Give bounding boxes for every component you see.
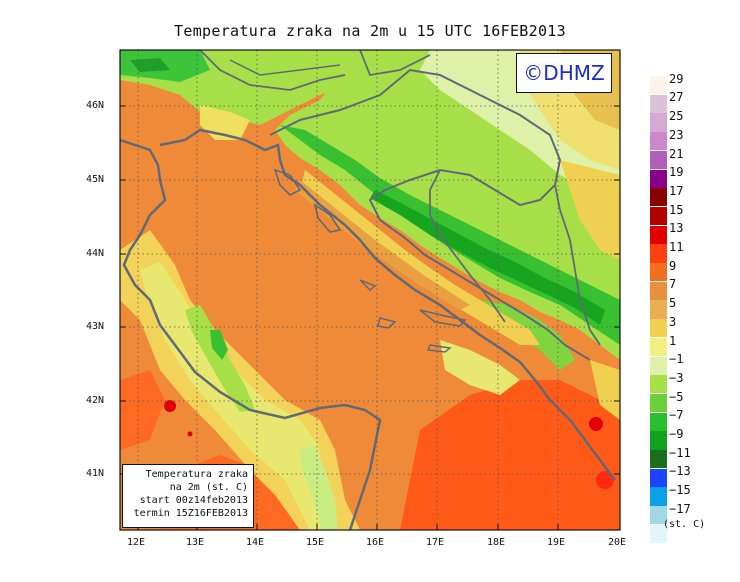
lon-label-16e: 16E (366, 537, 385, 548)
legend-swatch (650, 431, 667, 450)
lon-label-18e: 18E (487, 537, 506, 548)
lat-label-43n: 43N (86, 321, 105, 332)
lon-label-20e: 20E (608, 537, 627, 548)
legend-swatch (650, 300, 667, 319)
legend-swatch (650, 524, 667, 544)
legend-swatch (650, 188, 667, 207)
legend-label: 13 (669, 221, 684, 236)
south-sea-warm (400, 380, 620, 530)
legend-swatch (650, 169, 667, 188)
legend-label: −9 (669, 427, 684, 441)
legend-swatch (650, 150, 667, 170)
legend-swatch (650, 113, 667, 132)
legend-swatch (650, 393, 667, 413)
legend-label: 1 (669, 333, 677, 348)
italy-coastline (120, 138, 382, 530)
legend-label: 29 (669, 71, 684, 86)
croatia-border (269, 68, 591, 361)
legend-swatch (650, 225, 667, 244)
dhmz-logo: ©DHMZ (516, 53, 612, 93)
legend-swatch (650, 506, 667, 525)
lat-label-42n: 42N (86, 395, 105, 406)
legend-label: −7 (669, 408, 684, 423)
lat-label-41n: 41N (86, 468, 105, 479)
legend-swatch (650, 337, 667, 357)
legend-label: −13 (669, 464, 691, 479)
lon-label-14e: 14E (246, 537, 265, 548)
lon-label-12e: 12E (127, 537, 146, 548)
legend-swatch (650, 319, 667, 338)
legend-swatch (650, 468, 667, 487)
legend-label: −1 (669, 352, 684, 367)
lon-label-17e: 17E (426, 537, 445, 548)
info-line-1: Temperatura zraka (145, 469, 248, 480)
legend-swatch (650, 487, 667, 506)
legend-units: (st. C) (663, 519, 706, 530)
lon-label-15e: 15E (306, 537, 325, 548)
lon-label-19e: 19E (547, 537, 566, 548)
legend-label: 21 (669, 146, 684, 161)
legend-swatch (650, 450, 667, 469)
istria-coastline (159, 128, 616, 481)
legend-label: 27 (669, 90, 684, 105)
legend-label: 7 (669, 277, 677, 292)
lat-label-45n: 45N (86, 174, 105, 185)
lon-label-13e: 13E (186, 537, 205, 548)
info-line-4: termin 15Z16FEB2013 (133, 508, 248, 519)
info-line-3: start 00z14feb2013 (139, 495, 248, 506)
legend-swatch (650, 132, 667, 151)
legend-swatch (650, 94, 667, 113)
map-title: Temperatura zraka na 2m u 15 UTC 16FEB20… (174, 22, 566, 40)
legend-label: −11 (669, 445, 691, 460)
legend-label: 9 (669, 258, 677, 273)
legend-label: 5 (669, 296, 677, 311)
legend-label: 11 (669, 240, 684, 254)
legend-label: 19 (669, 165, 684, 180)
legend-label: −17 (669, 501, 691, 516)
map-frame (119, 49, 621, 531)
legend-label: 17 (669, 183, 684, 198)
info-box: Temperatura zraka na 2m (st. C) start 00… (122, 464, 254, 528)
legend-swatch (650, 375, 667, 394)
legend-label: −5 (669, 389, 684, 404)
legend-swatch (650, 76, 667, 95)
lat-label-46n: 46N (86, 100, 105, 111)
info-line-2: na 2m (st. C) (169, 482, 248, 493)
legend-label: −3 (669, 370, 684, 385)
legend-label: 15 (669, 202, 684, 217)
lat-label-44n: 44N (86, 248, 105, 259)
legend-swatch (650, 244, 667, 263)
legend-swatch (650, 281, 667, 300)
legend-label: 23 (669, 127, 684, 142)
legend-swatch (650, 412, 667, 431)
legend-swatch (650, 206, 667, 226)
legend-label: 3 (669, 314, 677, 329)
legend-swatch (650, 356, 667, 375)
legend-label: −15 (669, 483, 691, 498)
legend-swatch (650, 263, 667, 282)
legend-label: 25 (669, 109, 684, 124)
